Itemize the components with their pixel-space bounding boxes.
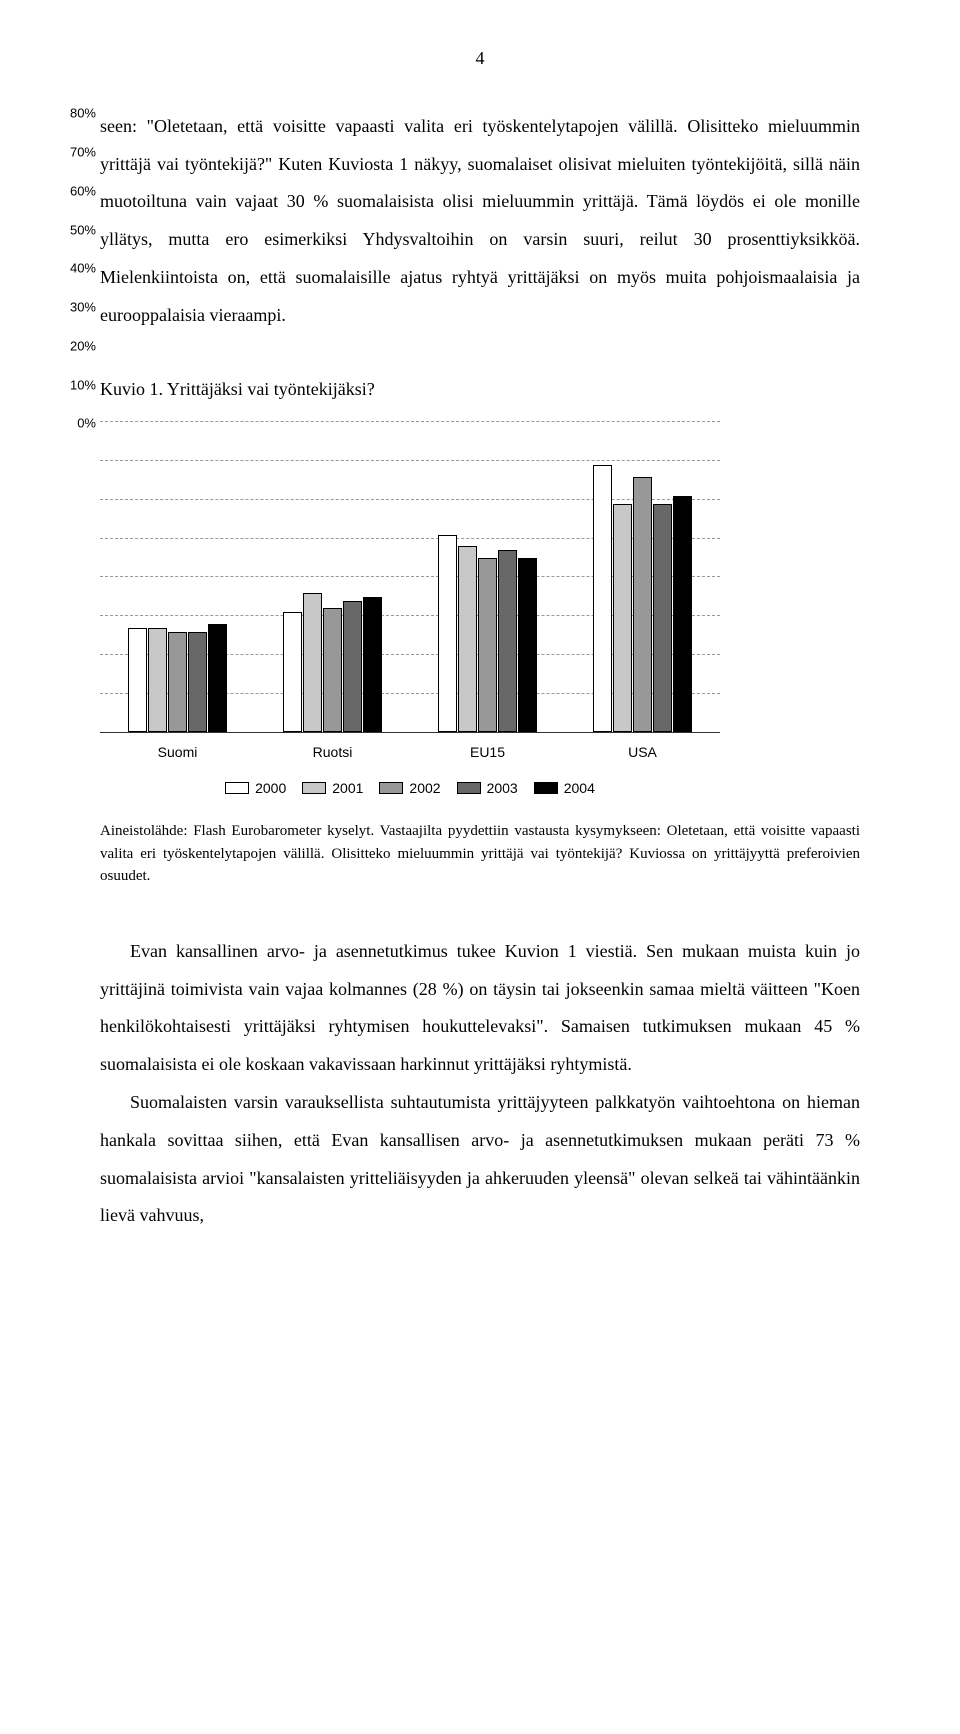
y-tick: 50% <box>70 223 96 236</box>
body-2: Evan kansallinen arvo- ja asennetutkimus… <box>100 933 860 1235</box>
chart-footnote: Aineistolähde: Flash Eurobarometer kysel… <box>100 820 860 888</box>
legend-label: 2000 <box>255 781 286 795</box>
y-tick: 40% <box>70 262 96 275</box>
y-tick: 10% <box>70 378 96 391</box>
x-label: Suomi <box>100 745 255 759</box>
bar <box>363 597 382 733</box>
bar <box>208 624 227 733</box>
bar-group <box>565 465 720 732</box>
bar-group <box>410 535 565 733</box>
legend: 2000 2001 2002 2003 2004 <box>100 781 720 795</box>
x-label: USA <box>565 745 720 759</box>
grid-line <box>100 460 720 461</box>
y-tick: 70% <box>70 146 96 159</box>
bar <box>518 558 537 732</box>
y-tick: 80% <box>70 107 96 120</box>
legend-label: 2003 <box>487 781 518 795</box>
legend-item: 2003 <box>457 781 518 795</box>
bar <box>343 601 362 733</box>
paragraph-2b: Suomalaisten varsin varauksellista suhta… <box>100 1084 860 1235</box>
bar <box>673 496 692 732</box>
bars-container <box>100 423 720 732</box>
bar <box>188 632 207 733</box>
y-tick: 60% <box>70 184 96 197</box>
legend-swatch <box>457 782 481 794</box>
legend-swatch <box>225 782 249 794</box>
x-label: Ruotsi <box>255 745 410 759</box>
legend-item: 2001 <box>302 781 363 795</box>
chart-title: Kuvio 1. Yrittäjäksi vai työntekijäksi? <box>100 375 860 404</box>
y-tick: 20% <box>70 339 96 352</box>
bar <box>478 558 497 732</box>
bar <box>633 477 652 733</box>
bar <box>148 628 167 733</box>
y-tick: 0% <box>77 417 96 430</box>
chart: 0%10%20%30%40%50%60%70%80% SuomiRuotsiEU… <box>100 423 720 795</box>
bar <box>458 546 477 732</box>
bar <box>653 504 672 733</box>
grid-line <box>100 421 720 422</box>
bar <box>613 504 632 733</box>
legend-item: 2004 <box>534 781 595 795</box>
bar <box>303 593 322 733</box>
bar <box>128 628 147 733</box>
plot-area <box>100 423 720 733</box>
legend-label: 2004 <box>564 781 595 795</box>
page-number: 4 <box>100 40 860 78</box>
legend-item: 2002 <box>379 781 440 795</box>
x-label: EU15 <box>410 745 565 759</box>
bar <box>498 550 517 732</box>
legend-item: 2000 <box>225 781 286 795</box>
y-tick: 30% <box>70 301 96 314</box>
bar-group <box>255 593 410 733</box>
bar-group <box>100 624 255 733</box>
legend-label: 2002 <box>409 781 440 795</box>
legend-label: 2001 <box>332 781 363 795</box>
bar <box>593 465 612 732</box>
paragraph-1: seen: "Oletetaan, että voisitte vapaasti… <box>100 108 860 335</box>
bar <box>438 535 457 733</box>
bar <box>168 632 187 733</box>
bar <box>283 612 302 732</box>
legend-swatch <box>379 782 403 794</box>
bar <box>323 608 342 732</box>
legend-swatch <box>302 782 326 794</box>
legend-swatch <box>534 782 558 794</box>
paragraph-2a: Evan kansallinen arvo- ja asennetutkimus… <box>100 933 860 1084</box>
x-axis: SuomiRuotsiEU15USA <box>100 745 720 759</box>
